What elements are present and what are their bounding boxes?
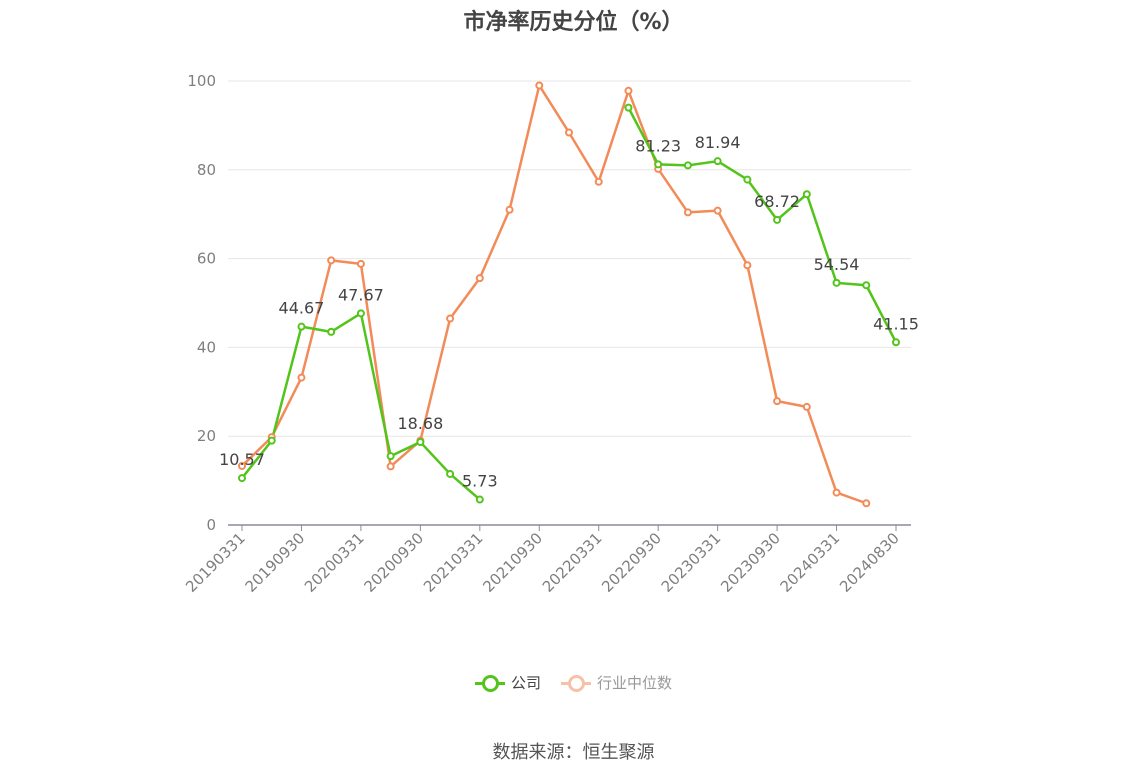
company-data-label: 44.67 [279, 299, 325, 318]
x-tick-label: 20210930 [479, 529, 546, 596]
x-tick-label: 20200331 [301, 529, 368, 596]
company-data-point [713, 157, 722, 166]
legend-item-company[interactable]: 公司 [474, 672, 541, 693]
company-data-point [475, 495, 484, 504]
industry-data-point [565, 128, 573, 137]
company-series-line [627, 107, 898, 343]
company-data-label: 81.23 [635, 136, 681, 155]
company-data-point [416, 438, 425, 447]
company-data-label: 81.94 [695, 133, 741, 152]
industry-data-point [327, 256, 336, 265]
legend: 公司 行业中位数 [0, 672, 1147, 693]
company-data-point [446, 469, 455, 478]
industry-data-point [862, 499, 871, 508]
company-data-point [327, 327, 336, 336]
data-labels: 10.57 44.67 47.67 18.68 5.73 81.23 81.94 68.72 5… [219, 133, 919, 490]
x-tick-label: 20230331 [658, 529, 725, 596]
x-tick-label: 20190331 [182, 529, 249, 596]
company-data-label: 5.73 [462, 472, 498, 491]
industry-data-point [773, 397, 782, 406]
legend-company-label: 公司 [510, 674, 541, 692]
company-data-point [238, 474, 246, 483]
company-data-label: 68.72 [754, 192, 800, 211]
y-tick-label: 100 [187, 72, 216, 90]
industry-data-point [297, 373, 306, 382]
legend-industry-marker-icon [561, 674, 591, 692]
x-tick-label: 20210331 [420, 529, 487, 596]
company-data-point [356, 309, 365, 318]
company-data-point [267, 436, 276, 445]
industry-data-point [386, 462, 395, 471]
industry-data-point [356, 259, 365, 268]
industry-data-point [446, 314, 455, 323]
industry-data-point [683, 208, 692, 217]
x-tick-label: 20220930 [598, 529, 665, 596]
y-tick-label: 0 [206, 516, 216, 534]
x-tick-label: 20190930 [242, 529, 309, 596]
y-tick-label: 40 [197, 338, 216, 356]
legend-company-marker-icon [474, 674, 505, 692]
axes: 0 20 40 60 80 100 2019033120190930202003312020… [182, 72, 911, 596]
industry-data-point [832, 488, 841, 497]
company-data-label: 10.57 [219, 450, 265, 469]
legend-item-industry[interactable]: 行业中位数 [561, 672, 672, 693]
data-source: 数据来源：恒生聚源 [492, 742, 655, 763]
industry-data-point [475, 274, 484, 283]
industry-data-point [802, 402, 811, 411]
industry-data-point [505, 205, 514, 214]
x-tick-label: 20240331 [777, 529, 844, 596]
industry-data-point [743, 261, 752, 270]
company-data-point [683, 161, 692, 170]
chart-title: 市净率历史分位（%） [463, 10, 684, 35]
x-tick-label: 20230930 [717, 529, 784, 596]
company-data-point [743, 175, 752, 184]
company-data-point [386, 452, 395, 461]
company-data-point [773, 215, 782, 224]
x-tick-label: 20200930 [360, 529, 427, 596]
y-tick-label: 20 [197, 427, 216, 445]
company-data-point [892, 338, 900, 347]
data-points [238, 81, 900, 508]
company-data-point [832, 278, 841, 287]
industry-data-point [624, 86, 633, 95]
legend-industry-label: 行业中位数 [597, 674, 673, 692]
industry-series-line [241, 84, 867, 505]
company-data-point [802, 190, 811, 199]
company-data-point [624, 103, 633, 112]
industry-data-point [594, 177, 603, 186]
industry-data-point [713, 206, 722, 215]
x-tick-label: 20240830 [836, 529, 903, 596]
company-data-label: 47.67 [338, 285, 384, 304]
y-tick-label: 80 [197, 161, 216, 179]
y-tick-label: 60 [197, 250, 216, 268]
x-tick-label: 20220331 [539, 529, 606, 596]
company-data-point [297, 322, 306, 331]
company-data-point [654, 160, 663, 169]
industry-data-point [238, 461, 246, 470]
company-data-point [862, 281, 871, 290]
company-data-label: 54.54 [814, 255, 860, 274]
industry-data-point [535, 81, 544, 90]
company-data-label: 18.68 [397, 414, 443, 433]
grid-lines [228, 80, 911, 437]
company-data-label: 41.15 [873, 314, 919, 333]
